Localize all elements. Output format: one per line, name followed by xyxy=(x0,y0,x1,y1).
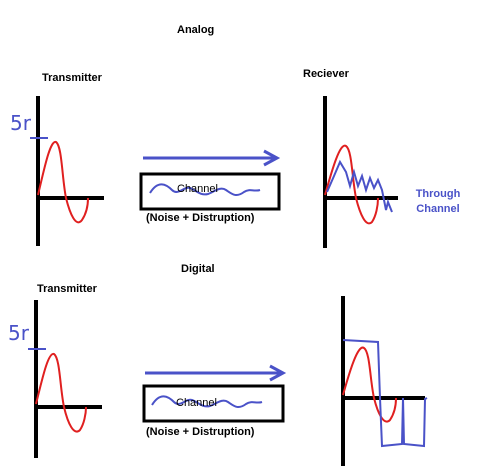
analog-tx-signal xyxy=(37,141,89,224)
analog-noise-label: (Noise + Distruption) xyxy=(146,212,255,224)
digital-rx-signal xyxy=(342,346,397,423)
digital-transmitter-graph xyxy=(28,300,102,458)
digital-receiver-graph xyxy=(341,296,428,466)
analog-title: Analog xyxy=(177,24,215,36)
through-channel-label: Through Channel xyxy=(415,188,461,215)
digital-amplitude-label: 5r xyxy=(8,321,29,345)
analog-receiver-label: Reciever xyxy=(303,68,349,80)
digital-noise-label: (Noise + Distruption) xyxy=(146,426,255,438)
digital-channel-box xyxy=(142,384,285,423)
analog-rx-signal xyxy=(324,144,379,225)
digital-channel-noise xyxy=(151,395,263,409)
analog-channel-noise xyxy=(149,183,261,197)
digital-arrow xyxy=(145,364,287,382)
analog-transmitter-graph xyxy=(30,96,104,246)
analog-amplitude-label: 5r xyxy=(10,111,31,135)
analog-arrow xyxy=(143,149,281,167)
digital-transmitter-label: Transmitter xyxy=(37,283,97,295)
digital-rx-square-signal xyxy=(342,339,428,448)
analog-channel-box xyxy=(139,172,281,211)
digital-tx-signal xyxy=(35,353,87,433)
analog-rx-noisy-signal xyxy=(326,159,393,213)
digital-channel-label: Channel xyxy=(176,397,217,409)
digital-title: Digital xyxy=(181,263,215,275)
analog-receiver-graph xyxy=(323,96,398,248)
analog-transmitter-label: Transmitter xyxy=(42,72,102,84)
analog-channel-label: Channel xyxy=(177,183,218,195)
